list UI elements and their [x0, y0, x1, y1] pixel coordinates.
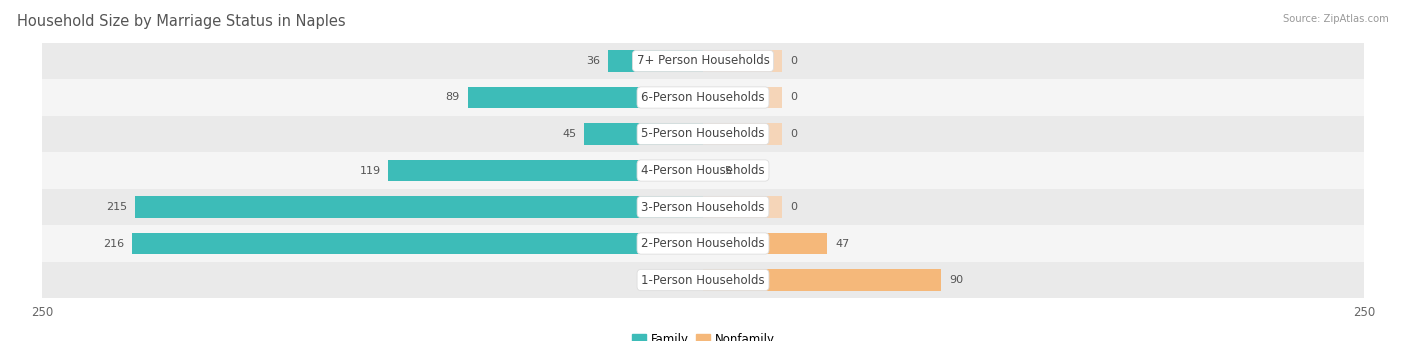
- Text: Household Size by Marriage Status in Naples: Household Size by Marriage Status in Nap…: [17, 14, 346, 29]
- Bar: [703, 50, 782, 72]
- Text: 47: 47: [835, 238, 849, 249]
- Text: 4-Person Households: 4-Person Households: [641, 164, 765, 177]
- Bar: [703, 160, 716, 181]
- Text: 216: 216: [103, 238, 124, 249]
- Text: 36: 36: [586, 56, 600, 66]
- Bar: [703, 87, 782, 108]
- Text: 6-Person Households: 6-Person Households: [641, 91, 765, 104]
- Legend: Family, Nonfamily: Family, Nonfamily: [627, 329, 779, 341]
- Bar: [388, 160, 703, 181]
- Bar: [468, 87, 703, 108]
- Text: 90: 90: [949, 275, 963, 285]
- Bar: [703, 233, 827, 254]
- Text: 7+ Person Households: 7+ Person Households: [637, 55, 769, 68]
- Text: 5: 5: [724, 165, 731, 176]
- Text: 1-Person Households: 1-Person Households: [641, 273, 765, 286]
- Bar: [42, 43, 1364, 79]
- Text: Source: ZipAtlas.com: Source: ZipAtlas.com: [1284, 14, 1389, 24]
- Text: 45: 45: [562, 129, 576, 139]
- Text: 0: 0: [790, 202, 797, 212]
- Text: 89: 89: [446, 92, 460, 103]
- Text: 0: 0: [790, 92, 797, 103]
- Bar: [703, 196, 782, 218]
- Text: 2-Person Households: 2-Person Households: [641, 237, 765, 250]
- Text: 215: 215: [105, 202, 127, 212]
- Text: 3-Person Households: 3-Person Households: [641, 201, 765, 213]
- Text: 0: 0: [790, 56, 797, 66]
- Bar: [703, 269, 941, 291]
- Text: 119: 119: [360, 165, 381, 176]
- Bar: [703, 123, 782, 145]
- Bar: [583, 123, 703, 145]
- Bar: [42, 189, 1364, 225]
- Bar: [42, 116, 1364, 152]
- Bar: [42, 79, 1364, 116]
- Bar: [42, 152, 1364, 189]
- Bar: [42, 225, 1364, 262]
- Text: 0: 0: [790, 129, 797, 139]
- Text: 5-Person Households: 5-Person Households: [641, 128, 765, 140]
- Bar: [607, 50, 703, 72]
- Bar: [135, 196, 703, 218]
- Bar: [132, 233, 703, 254]
- Bar: [42, 262, 1364, 298]
